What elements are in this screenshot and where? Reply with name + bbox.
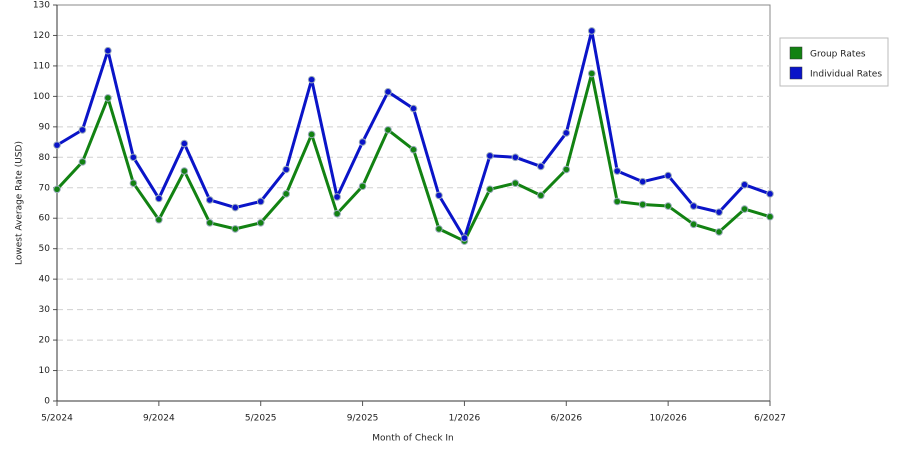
data-point [689, 220, 698, 229]
data-point [460, 234, 469, 242]
data-point [384, 126, 392, 134]
data-point [587, 27, 596, 35]
y-tick-label: 20 [39, 336, 51, 346]
data-point [486, 151, 494, 160]
y-tick-label: 130 [33, 1, 50, 11]
data-point [664, 202, 672, 210]
data-point [205, 219, 214, 227]
data-point [689, 202, 698, 210]
x-tick-label: 9/2025 [347, 414, 379, 424]
data-point [155, 194, 163, 203]
x-tick-label: 6/2027 [754, 414, 786, 424]
data-point [715, 228, 723, 236]
data-point [766, 212, 774, 221]
data-point [282, 165, 290, 174]
data-point [384, 88, 392, 96]
data-point [129, 179, 138, 187]
data-point [333, 193, 341, 201]
data-point [180, 167, 189, 175]
data-point [180, 139, 189, 148]
data-point [638, 200, 647, 209]
y-tick-label: 120 [33, 31, 50, 41]
y-axis-label: Lowest Average Rate (USD) [15, 141, 25, 265]
data-point [333, 209, 341, 218]
data-point [537, 162, 545, 171]
legend-label: Individual Rates [810, 70, 882, 80]
plot-area [56, 4, 771, 402]
data-point [715, 208, 723, 216]
y-tick-label: 90 [39, 122, 51, 132]
data-point [664, 171, 672, 180]
x-tick-label: 9/2024 [143, 414, 175, 424]
data-point [231, 225, 240, 233]
data-point [562, 129, 571, 137]
data-point [307, 130, 316, 139]
data-point [511, 153, 520, 162]
data-point [129, 153, 138, 162]
legend-swatch [789, 66, 803, 80]
legend-label: Group Rates [810, 50, 866, 60]
data-point [104, 94, 112, 102]
data-point [155, 215, 163, 224]
data-point [205, 196, 214, 204]
y-tick-label: 60 [39, 214, 51, 224]
x-tick-label: 10/2026 [649, 414, 687, 424]
data-point [435, 191, 443, 200]
data-point [53, 141, 61, 149]
data-point [409, 145, 418, 154]
data-point [358, 182, 367, 191]
data-point [766, 190, 774, 198]
data-point [613, 167, 622, 175]
data-point [256, 219, 265, 227]
y-tick-label: 0 [44, 397, 50, 407]
data-point [53, 185, 61, 194]
data-point [282, 190, 290, 198]
data-point [740, 180, 749, 189]
data-point [740, 205, 749, 213]
y-tick-label: 30 [39, 305, 51, 315]
data-point [613, 197, 622, 206]
y-tick-label: 100 [33, 92, 50, 102]
x-tick-label: 5/2024 [41, 414, 73, 424]
data-point [435, 225, 443, 233]
y-tick-label: 40 [39, 275, 51, 285]
y-tick-label: 10 [39, 366, 51, 376]
data-point [409, 104, 418, 113]
data-point [638, 177, 647, 186]
x-tick-label: 5/2025 [245, 414, 277, 424]
y-tick-label: 80 [39, 153, 51, 163]
data-point [307, 75, 316, 84]
data-point [537, 191, 545, 200]
data-point [358, 138, 367, 146]
data-point [78, 126, 87, 134]
y-tick-label: 110 [33, 61, 50, 71]
x-tick-label: 6/2026 [550, 414, 582, 424]
data-point [587, 69, 596, 78]
data-point [231, 203, 240, 212]
x-tick-label: 1/2026 [449, 414, 481, 424]
y-tick-label: 70 [39, 183, 51, 193]
x-axis-label: Month of Check In [372, 434, 454, 444]
data-point [562, 165, 571, 174]
legend-swatch [789, 46, 803, 60]
data-point [104, 46, 112, 55]
data-point [256, 197, 265, 206]
data-point [486, 185, 494, 194]
data-point [511, 179, 520, 187]
data-point [78, 158, 87, 166]
y-tick-label: 50 [39, 244, 51, 254]
